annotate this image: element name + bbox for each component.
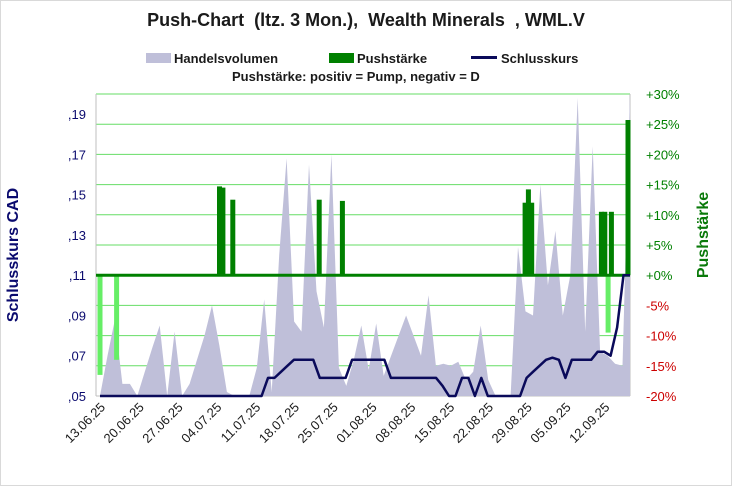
push-bar [316, 199, 322, 276]
volume-area-layer [100, 94, 630, 396]
y-right-tick-label: -5% [646, 298, 670, 313]
x-tick-label: 29.08.25 [489, 400, 535, 446]
y-right-tick-label: +5% [646, 238, 673, 253]
x-tick-label: 18.07.25 [256, 400, 302, 446]
x-tick-label: 13.06.25 [62, 400, 108, 446]
x-tick-label: 11.07.25 [218, 400, 264, 446]
y-right-tick-label: +0% [646, 268, 673, 283]
y-right-tick-label: -20% [646, 389, 677, 404]
chart-subtitle: Pushstärke: positiv = Pump, negativ = D [232, 69, 480, 84]
y-left-tick-label: ,17 [68, 147, 86, 162]
x-tick-label: 20.06.25 [101, 400, 147, 446]
y-right-tick-label: -10% [646, 329, 677, 344]
x-tick-label: 12.09.25 [566, 400, 612, 446]
chart-title: Push-Chart (ltz. 3 Mon.), Wealth Mineral… [147, 10, 585, 30]
close-line-layer [100, 273, 630, 398]
push-bar [230, 199, 236, 276]
y-left-tick-label: ,05 [68, 389, 86, 404]
legend-swatch-volume [146, 53, 171, 63]
legend-swatch-close [471, 56, 497, 59]
y-left-tick-label: ,13 [68, 228, 86, 243]
y-right-tick-label: +10% [646, 208, 680, 223]
legend-label-volume: Handelsvolumen [174, 51, 279, 66]
y-right-tick-labels: -20% -15% -10% -5% +0% +5% +10% +15% +20% +25% +30… [646, 87, 680, 404]
y-left-tick-label: ,15 [68, 188, 86, 203]
y-left-tick-label: ,19 [68, 107, 86, 122]
push-bar [114, 275, 120, 360]
push-bar [598, 211, 604, 276]
volume-area [100, 94, 630, 396]
push-bar [625, 120, 631, 276]
x-tick-label: 27.06.25 [139, 400, 185, 446]
legend-label-close: Schlusskurs [501, 51, 579, 66]
push-bars-layer [97, 120, 631, 375]
push-bar [608, 211, 614, 276]
y-right-tick-label: +15% [646, 178, 680, 193]
push-bar [522, 202, 528, 276]
x-tick-label: 05.09.25 [527, 400, 573, 446]
x-tick-label: 15.08.25 [411, 400, 457, 446]
y-right-tick-label: +25% [646, 117, 680, 132]
push-bar [217, 186, 222, 276]
x-tick-label: 25.07.25 [295, 400, 341, 446]
push-bar [529, 202, 535, 276]
y-left-tick-labels: ,05 ,07 ,09 ,11 ,13 ,15 ,17 ,19 [68, 107, 86, 404]
legend-label-push: Pushstärke [357, 51, 428, 66]
push-bar [605, 275, 611, 333]
x-tick-label: 22.08.25 [450, 400, 496, 446]
x-tick-labels: 13.06.2520.06.2527.06.2504.07.2511.07.25… [62, 400, 613, 446]
y-right-tick-label: +20% [646, 147, 680, 162]
push-bar [525, 189, 531, 276]
close-price-line [100, 273, 630, 398]
y-left-tick-label: ,11 [69, 268, 86, 283]
push-bar [339, 200, 345, 276]
push-bar [220, 187, 226, 276]
y-right-tick-label: +30% [646, 87, 680, 102]
y-left-tick-label: ,07 [68, 349, 86, 364]
push-bar [97, 275, 103, 375]
legend-swatch-push [329, 53, 354, 63]
x-tick-label: 04.07.25 [178, 400, 224, 446]
y-right-tick-label: -15% [646, 359, 677, 374]
x-tick-label: 01.08.25 [333, 400, 379, 446]
y-left-tick-label: ,09 [68, 309, 86, 324]
x-tick-label: 08.08.25 [372, 400, 418, 446]
push-bar [602, 211, 608, 276]
